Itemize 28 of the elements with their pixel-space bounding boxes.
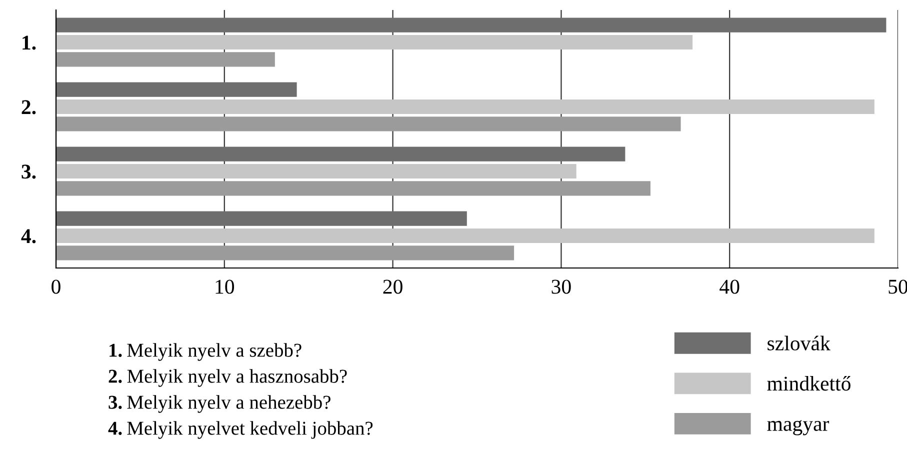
x-tick-label: 40 — [720, 280, 740, 294]
bar — [56, 82, 297, 97]
bar — [56, 18, 886, 32]
legend-label: szlovák — [768, 336, 830, 350]
y-tick-label: 4. — [21, 229, 36, 244]
x-tick-label: 0 — [52, 280, 60, 294]
text: 3. Melyik nyelv a nehezebb? — [108, 395, 330, 413]
legend-label: mindkettő — [767, 376, 850, 391]
x-tick-label: 10 — [216, 280, 234, 294]
bar — [56, 52, 275, 67]
x-tick-label: 30 — [552, 280, 571, 294]
bar — [56, 99, 874, 114]
bar — [56, 181, 650, 196]
x-tick-label: 20 — [383, 280, 402, 294]
bar — [56, 34, 693, 50]
y-tick-label: 1. — [22, 36, 36, 50]
text: 1. Melyik nyelv a szebb? — [110, 343, 302, 361]
bar — [56, 164, 576, 179]
bar — [56, 116, 681, 132]
y-tick-label: 3. — [22, 164, 36, 179]
bar — [56, 146, 626, 162]
y-tick-label: 2. — [22, 100, 36, 114]
text: 2. Melyik nyelv a hasznosabb? — [108, 369, 347, 387]
legend-label: magyar — [767, 420, 830, 436]
bar — [56, 246, 514, 260]
text: 4. Melyik nyelvet kedveli jobban? — [108, 421, 373, 439]
bar — [56, 228, 874, 244]
bar — [56, 211, 467, 226]
